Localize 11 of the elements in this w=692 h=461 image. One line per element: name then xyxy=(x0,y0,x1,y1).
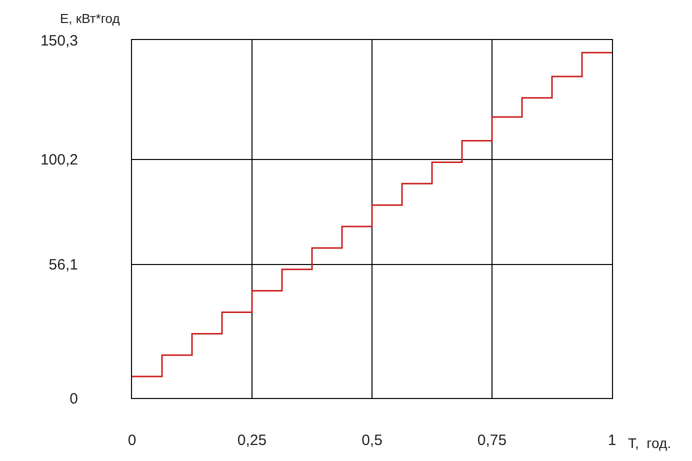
x-tick-label: 0,25 xyxy=(237,432,267,449)
y-axis-title: E, кВт*год xyxy=(60,11,120,26)
x-tick-label: 0 xyxy=(128,432,136,449)
y-tick-label: 150,3 xyxy=(40,32,78,50)
x-axis-title: T, год. xyxy=(628,435,672,451)
x-tick-label: 1 xyxy=(608,432,616,449)
x-tick-label: 0,5 xyxy=(362,432,382,449)
y-tick-label: 0 xyxy=(70,390,78,408)
x-tick-label: 0,75 xyxy=(477,432,507,449)
y-tick-label: 56,1 xyxy=(48,256,78,274)
y-tick-label: 100,2 xyxy=(40,152,78,169)
